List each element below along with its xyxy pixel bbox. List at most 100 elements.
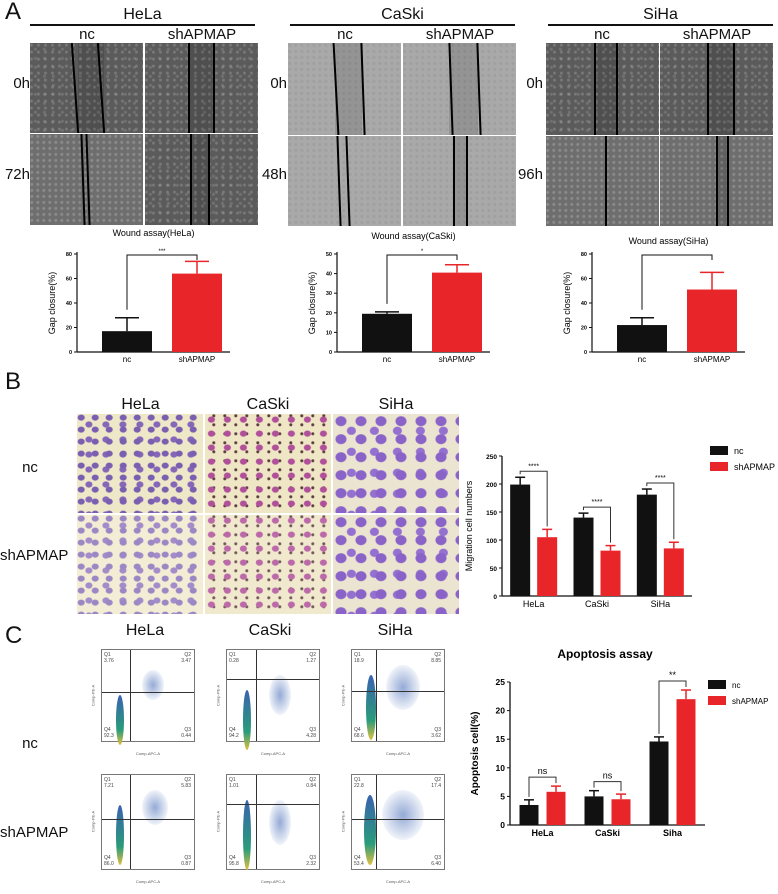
bar-shAPMAP-SiHa (663, 548, 684, 596)
flow-y-axis-label: Comp-PE-A (90, 810, 96, 833)
y-axis-label: Migration cell numbers (464, 480, 474, 571)
flow-y-axis-label: Comp-PE-A (215, 684, 221, 706)
transwell-image-hela-nc (77, 414, 203, 513)
panel-a-letter: A (5, 0, 22, 25)
bar-shAPMAP (432, 272, 482, 352)
flow-cluster-apoptotic (269, 800, 291, 845)
flow-cluster-apoptotic (142, 670, 164, 700)
y-tick-label: 60 (581, 277, 587, 283)
apoptosis-chart: Apoptosis assay 0 5 10 15 20 25 Apoptosis cell(… (470, 647, 768, 838)
wound-siha-underline (548, 24, 773, 26)
flow-plot-nc-hela: Q1 3.76 Q2 3.47 Q3 0.44 Q4 92.3 Comp-APC-A Comp-P… (87, 645, 197, 760)
flow-y-axis-label: Comp-PE-A (90, 684, 96, 706)
transwell-image-siha-nc (333, 414, 459, 513)
y-tick-label: 0 (500, 820, 505, 830)
flow-q3: Q3 3.62 (431, 727, 441, 739)
flow-plot-frame: Q1 18.9 Q2 8.85 Q3 3.62 Q4 68.6 (351, 649, 445, 742)
wound-image-siha-sh-0h (660, 43, 773, 135)
y-tick-label: 0 (69, 350, 72, 356)
flow-gate-vertical (130, 650, 131, 741)
flow-cluster-live (366, 675, 376, 740)
flow-plot-shAPMAP-siha: Q1 22.8 Q2 17.4 Q3 6.40 Q4 53.4 Comp-APC-A Comp-P… (337, 770, 447, 888)
y-axis-label: Gap closure(%) (307, 272, 317, 335)
y-tick-label: 200 (486, 482, 497, 489)
legend-swatch-shAPMAP (708, 696, 726, 705)
flow-gate-vertical (376, 775, 377, 869)
flow-gate-horizontal (102, 692, 194, 693)
legend-swatch-nc (708, 680, 726, 689)
y-tick-label: 150 (486, 510, 497, 517)
flow-q4: Q4 94.2 (229, 727, 239, 739)
x-tick-label: CaSki (595, 828, 620, 838)
transwell-row-nc: nc (22, 459, 38, 476)
flow-x-axis-label: Comp-APC-A (385, 751, 411, 756)
y-tick-label: 0 (584, 350, 587, 356)
x-tick-label: nc (638, 355, 646, 364)
x-tick-label: HeLa (523, 599, 545, 609)
y-axis-label: Gap closure(%) (562, 272, 572, 335)
y-tick-label: 60 (66, 277, 72, 283)
flow-q4: Q4 92.3 (104, 727, 114, 739)
y-tick-label: 40 (66, 301, 72, 307)
chart-title: Apoptosis assay (557, 647, 653, 661)
transwell-col-siha: SiHa (378, 396, 414, 413)
legend-label-shAPMAP: shAPMAP (732, 697, 768, 706)
y-tick-label: 100 (486, 538, 497, 545)
wound-caski-col-nc: nc (337, 26, 353, 43)
flow-x-axis-label: Comp-APC-A (135, 751, 161, 756)
significance-bracket (519, 470, 548, 527)
bar-nc-CaSki (573, 517, 594, 596)
x-tick-label: HeLa (531, 828, 554, 838)
panel-b-letter: B (5, 368, 22, 395)
flow-q2: Q2 1.27 (306, 652, 316, 664)
significance-bracket (658, 680, 687, 734)
flow-q4: Q4 68.6 (354, 727, 364, 739)
wound-image-hela-sh-72h (145, 134, 258, 225)
x-tick-label: Siha (663, 828, 683, 838)
significance-label: **** (655, 475, 666, 482)
flow-q2: Q2 3.47 (181, 652, 191, 664)
wound-hela-col-sh: shAPMAP (167, 26, 237, 43)
wound-hela-col-nc: nc (79, 26, 95, 43)
flow-q3: Q3 4.28 (306, 727, 316, 739)
y-tick-label: 20 (66, 326, 72, 332)
flow-plot-shAPMAP-hela: Q1 7.21 Q2 5.83 Q3 0.87 Q4 86.0 Comp-APC-A Comp-P… (87, 770, 197, 888)
flow-q4: Q4 86.0 (104, 855, 114, 867)
flow-gate-horizontal (352, 691, 444, 692)
flow-q1: Q1 1.01 (229, 777, 239, 789)
y-tick-label: 10 (326, 330, 332, 336)
flow-y-axis-label: Comp-PE-A (340, 810, 346, 833)
flow-q1: Q1 18.9 (354, 652, 364, 664)
flow-q1: Q1 7.21 (104, 777, 114, 789)
y-tick-label: 20 (581, 326, 587, 332)
y-tick-label: 20 (496, 706, 506, 716)
wound-siha-col-sh: shAPMAP (682, 26, 752, 43)
flow-q2: Q2 8.85 (431, 652, 441, 664)
significance-label: **** (528, 463, 539, 470)
bar-nc-HeLa (519, 804, 539, 825)
flow-cluster-apoptotic (382, 790, 424, 840)
y-axis-label: Gap closure(%) (47, 272, 57, 335)
flow-q3: Q3 2.32 (306, 855, 316, 867)
y-tick-label: 10 (496, 763, 506, 773)
flow-row-nc: nc (22, 735, 38, 752)
y-axis-label: Apoptosis cell(%) (470, 712, 481, 796)
legend-label-nc: nc (732, 681, 740, 690)
wound-siha-row-96h: 96h (517, 166, 543, 183)
flow-gate-vertical (256, 775, 257, 869)
flow-q2: Q2 5.83 (181, 777, 191, 789)
legend-swatch-shAPMAP (710, 462, 728, 471)
bar-shAPMAP-CaSki (611, 799, 631, 825)
significance-bracket (126, 254, 198, 310)
bar-nc-Siha (649, 741, 669, 825)
flow-cluster-live (116, 805, 124, 865)
flow-x-axis-label: Comp-APC-A (135, 879, 161, 884)
flow-plot-nc-siha: Q1 18.9 Q2 8.85 Q3 3.62 Q4 68.6 Comp-APC-A Comp-P… (337, 645, 447, 760)
x-tick-label: nc (123, 355, 131, 364)
significance-label: ** (669, 670, 677, 680)
wound-chart-siha: Wound assay(SiHa) 0 20 40 60 80 Gap closure(%)… (562, 236, 745, 364)
flow-y-axis-label: Comp-PE-A (215, 810, 221, 833)
wound-image-siha-nc-96h (546, 136, 659, 226)
significance-bracket (583, 506, 611, 543)
flow-cluster-live (243, 800, 251, 870)
